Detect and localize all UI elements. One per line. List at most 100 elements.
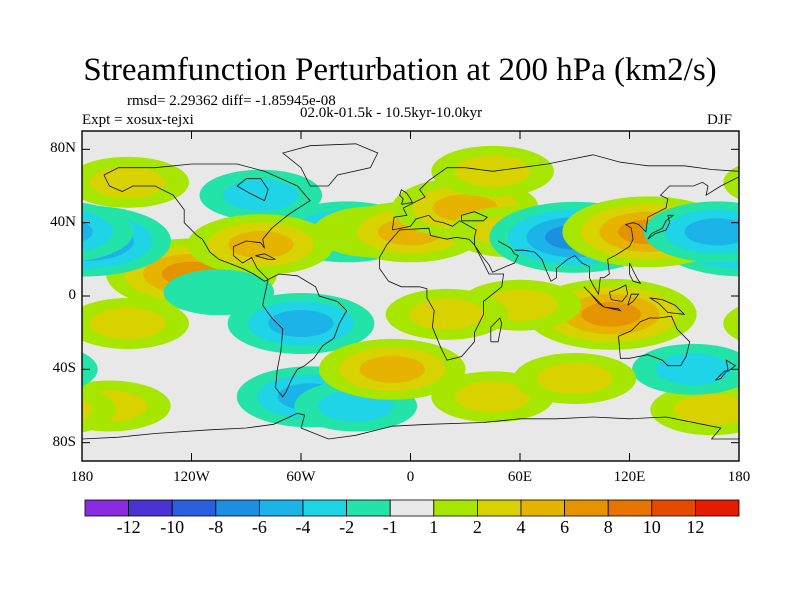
x-axis-label: 60E [507, 469, 533, 485]
colorbar-label: -4 [295, 517, 311, 537]
x-axis-label: 120E [613, 469, 646, 485]
coastline [262, 273, 348, 398]
coastline [609, 284, 629, 302]
coastline [379, 227, 505, 361]
anomaly-Japan-contour [0, 204, 58, 260]
coastline [583, 286, 605, 308]
colorbar-label: -10 [160, 517, 185, 537]
coastline [647, 214, 675, 240]
anomaly-eastern-tropical-Pacific-contour [763, 239, 800, 310]
anomaly-western-North-Pacific-contour [684, 218, 739, 246]
anomaly-southwest-Pacific-contour [82, 386, 116, 433]
anomaly-central-Africa-contour [409, 298, 485, 331]
stats-line: rmsd= 2.29362 diff= -1.85945e-08 [127, 93, 336, 109]
anomaly-western-North-Pacific-contour [82, 211, 114, 252]
anomaly-equatorial-east-Pacific-contour [163, 269, 275, 316]
coastline [715, 359, 737, 381]
x-axis-label: 0 [406, 469, 415, 485]
colorbar-swatch [346, 499, 391, 517]
period-label: 02.0k-01.5k - 10.5kyr-10.0kyr [300, 105, 483, 121]
colorbar-swatch [258, 499, 304, 517]
anomaly-Alaska-contour [723, 165, 739, 200]
anomaly-eastern-tropical-Pacific-contour [782, 246, 800, 302]
colorbar-swatch [564, 499, 609, 517]
anomaly-south-Pacific-contour [89, 307, 166, 340]
colorbar [84, 499, 740, 517]
anomaly-southern-Indian-Ocean-contour [454, 381, 531, 413]
y-axis-label: 80S [52, 433, 76, 450]
colorbar-label: 6 [560, 517, 570, 537]
anomaly-south-Pacific-contour [723, 306, 739, 341]
experiment-label: Expt = xosux-tejxi [82, 112, 194, 128]
colorbar-label: 4 [516, 517, 526, 537]
colorbar-swatch [128, 499, 173, 517]
anomaly-south-Indian-Ocean-contour [537, 362, 613, 395]
colorbar-swatch [389, 499, 435, 517]
coastline [392, 214, 477, 238]
coastline [514, 176, 739, 296]
coastline [649, 297, 686, 315]
anomaly-south-Atlantic-contour [359, 355, 425, 383]
y-axis-label: 40S [52, 360, 76, 377]
coastline [255, 253, 276, 260]
colorbar-swatch [84, 499, 129, 517]
anomaly-Tasman-Sea-contour [655, 353, 732, 386]
colorbar-label: -6 [251, 517, 267, 537]
anomaly-Alaska-contour [747, 167, 800, 198]
anomaly-western-North-Pacific-contour [82, 221, 93, 242]
plot-title: Streamfunction Perturbation at 200 hPa (… [83, 52, 717, 88]
coastline [236, 178, 269, 202]
colorbar-label: 2 [472, 517, 482, 537]
colorbar-label: 1 [429, 517, 439, 537]
coastline [391, 154, 739, 231]
anomaly-Maritime-Continent-contour [581, 301, 641, 327]
anomaly-southwest-Pacific-contour [673, 394, 739, 426]
colorbar-label: -2 [339, 517, 355, 537]
anomaly-southwest-Pacific-contour [82, 398, 93, 421]
x-axis-label: 120W [173, 469, 210, 485]
coastline [461, 211, 488, 222]
colorbar-swatch [215, 499, 260, 517]
anomaly-Maritime-Continent-contour [0, 294, 3, 334]
coastline [399, 189, 413, 205]
y-axis-label: 0 [68, 287, 77, 303]
coastline [603, 306, 622, 312]
colorbar-swatch [520, 499, 565, 517]
colorbar-label: 8 [603, 517, 613, 537]
coastline [618, 315, 691, 367]
coastline [629, 262, 642, 284]
season-label: DJF [707, 112, 733, 128]
coastlines [82, 143, 739, 440]
colorbar-label: 10 [642, 517, 661, 537]
colorbar-swatch [651, 499, 696, 517]
x-axis-label: 180 [727, 469, 751, 485]
anomaly-Gulf-of-Mexico-contour [228, 231, 294, 259]
x-axis-label: 180 [70, 469, 94, 485]
anomaly-Japan-contour [0, 196, 76, 267]
colorbar-swatch [171, 499, 217, 517]
colorbar-label: -8 [208, 517, 224, 537]
coastline [490, 317, 503, 343]
coastline [627, 293, 640, 306]
anomaly-Alaska-contour [89, 166, 166, 199]
colorbar-swatch [607, 499, 653, 517]
anomaly-Amazon-contour [268, 309, 334, 338]
anomaly-south-Pacific-contour [747, 308, 800, 339]
colorbar-label: -12 [116, 517, 141, 537]
x-axis-label: 60W [286, 469, 316, 485]
y-axis-label: 80N [50, 140, 76, 157]
coastline [281, 143, 379, 187]
coastline [82, 412, 739, 440]
coastline [473, 237, 519, 273]
colorbar-swatch [695, 499, 740, 517]
field-layer [0, 131, 800, 461]
y-axis-label: 40N [50, 213, 76, 230]
coastline [103, 163, 311, 282]
anomaly-Hudson-Bay-contour [223, 179, 299, 211]
colorbar-label: -1 [382, 517, 398, 537]
anomaly-Tibet-contour [0, 202, 3, 273]
colorbar-swatch [476, 499, 522, 517]
colorbar-label: 12 [686, 517, 705, 537]
colorbar-swatch [433, 499, 478, 517]
